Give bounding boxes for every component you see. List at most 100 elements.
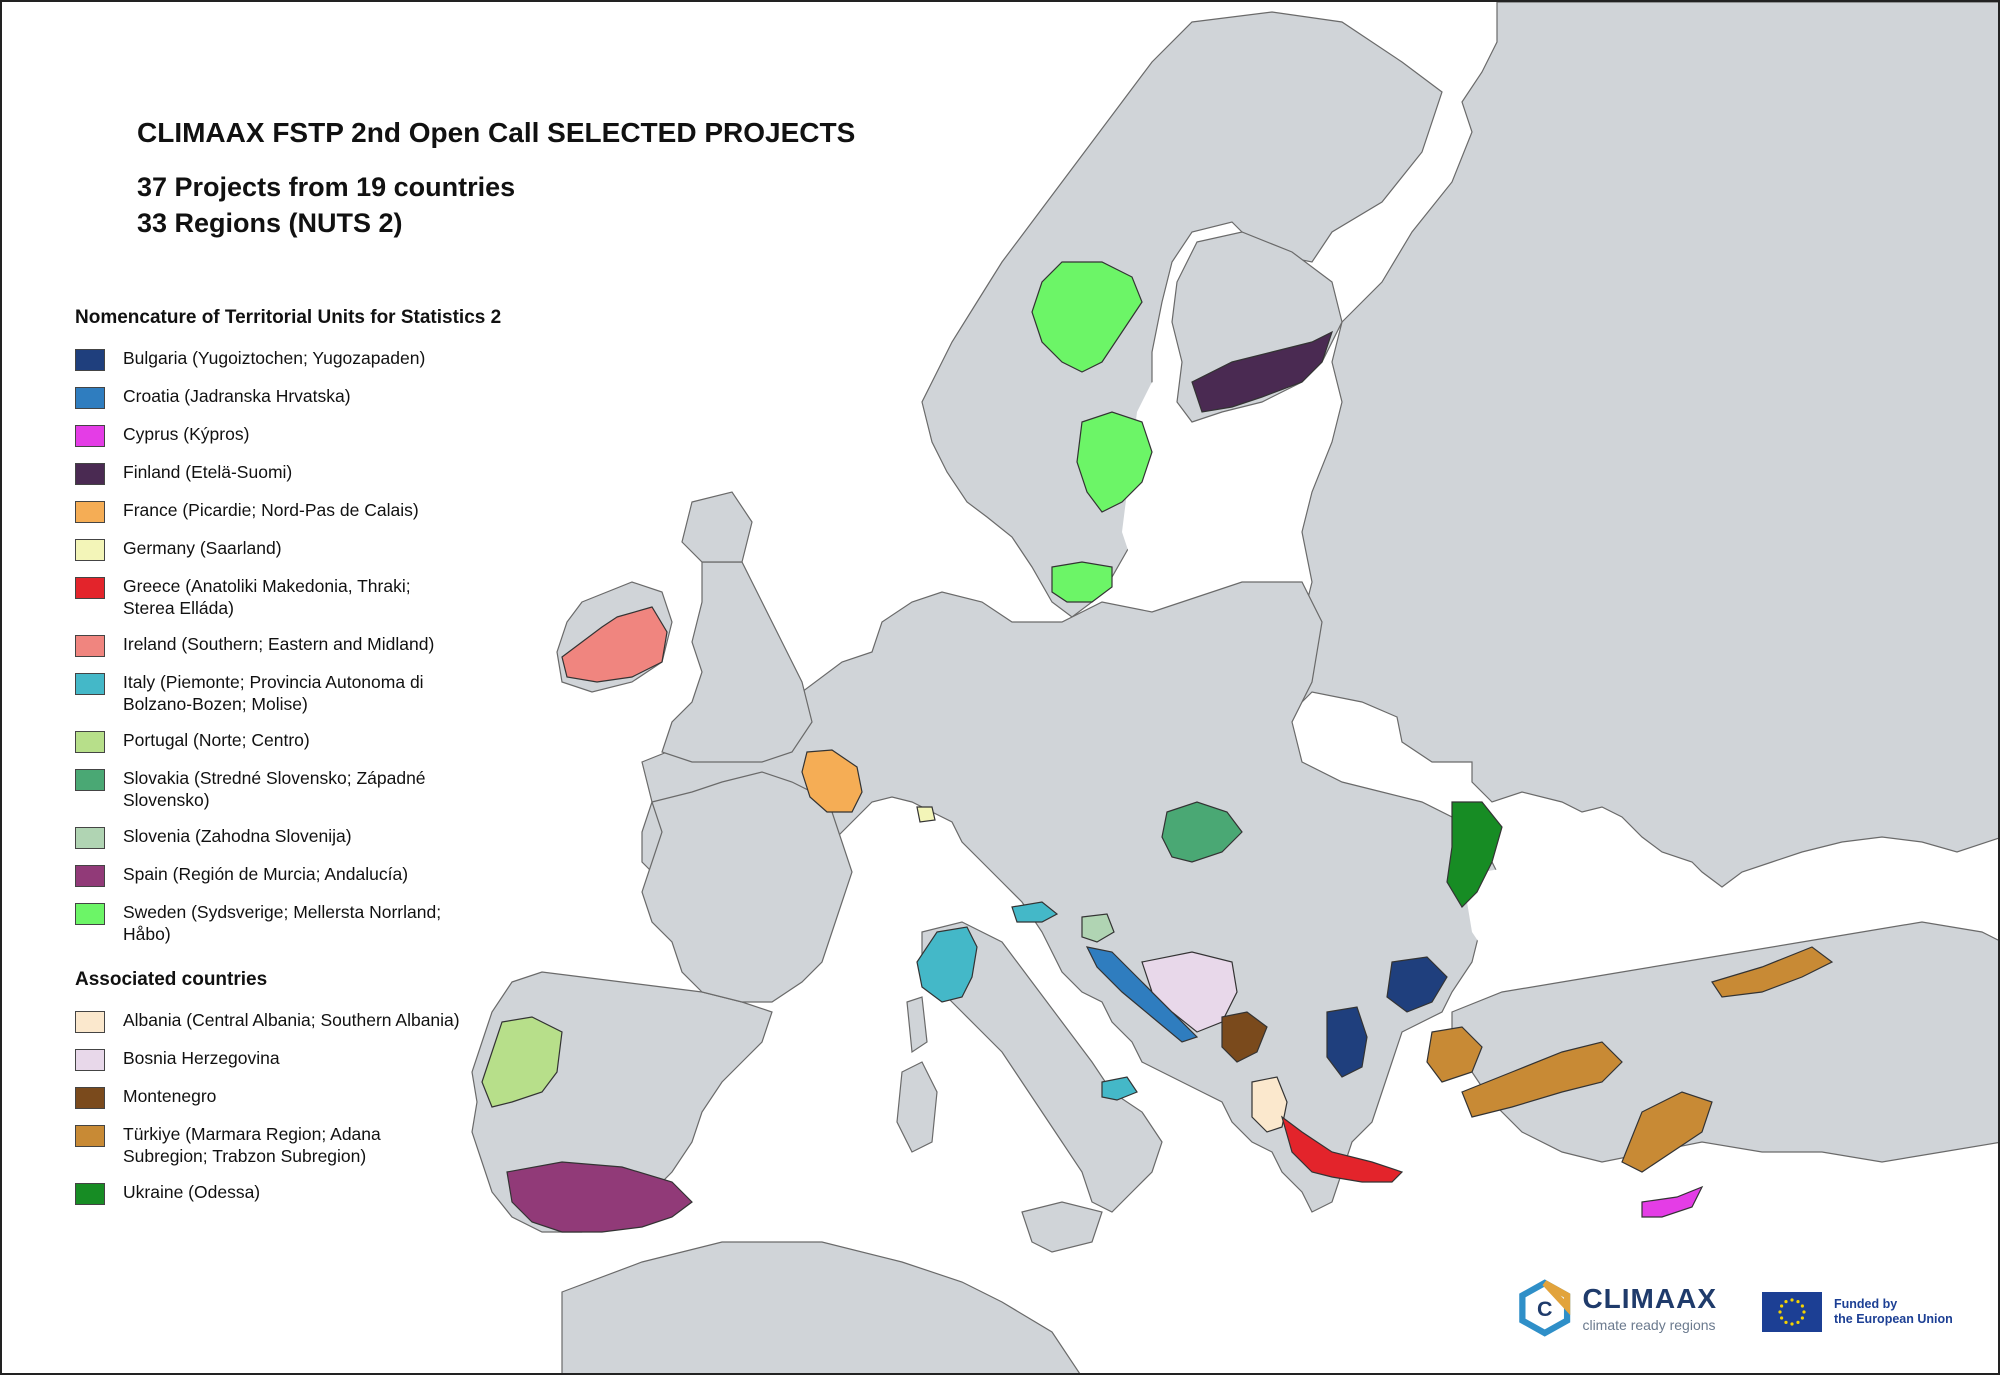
france-landmass (641, 771, 853, 1003)
eu-star (1800, 1304, 1804, 1308)
svg-text:C: C (1537, 1297, 1553, 1321)
region-turkiye-trabzon (1711, 946, 1834, 998)
legend-nuts-swatch (75, 903, 105, 925)
legend-associated-item: Bosnia Herzegovina (75, 1047, 595, 1071)
scotland-landmass (681, 491, 753, 563)
north-africa-landmass (561, 1241, 1081, 1373)
region-greece (1280, 1115, 1404, 1183)
legend-associated-label: Albania (Central Albania; Southern Alban… (123, 1010, 460, 1030)
region-sweden-north (1031, 261, 1143, 373)
legend-associated-label: Ukraine (Odessa) (123, 1182, 261, 1202)
legend-nuts-item: France (Picardie; Nord-Pas de Calais) (75, 499, 595, 523)
region-ireland (561, 606, 668, 683)
eu-star (1796, 1320, 1800, 1324)
legend-nuts-item: Greece (Anatoliki Makedonia, Thraki; Ste… (75, 575, 595, 619)
eu-star (1800, 1316, 1804, 1320)
legend-nuts-label: Bulgaria (Yugoiztochen; Yugozapaden) (123, 348, 426, 368)
eu-star (1802, 1310, 1806, 1314)
region-spain-andalucia (506, 1161, 693, 1233)
legend-nuts-item: Croatia (Jadranska Hrvatska) (75, 385, 595, 409)
eu-text-line1: Funded by (1834, 1297, 1898, 1311)
turkey-landmass (1451, 921, 1998, 1163)
legend-nuts-label: France (Picardie; Nord-Pas de Calais) (123, 500, 419, 520)
region-sweden-south (1051, 561, 1113, 603)
map-title: CLIMAAX FSTP 2nd Open Call SELECTED PROJ… (137, 117, 856, 148)
eu-star (1780, 1304, 1784, 1308)
subtitle-projects: 37 Projects from 19 countries (137, 172, 516, 202)
climaax-hexagon-icon: C (1519, 1279, 1571, 1337)
region-turkiye-central (1461, 1041, 1623, 1118)
legend: Nomencature of Territorial Units for Sta… (75, 307, 595, 1219)
legend-nuts-label: Italy (Piemonte; Provincia Autonoma di B… (123, 672, 424, 714)
region-germany (916, 806, 936, 823)
region-italy-molise (1101, 1076, 1138, 1101)
legend-nuts-item: Italy (Piemonte; Provincia Autonoma di B… (75, 671, 595, 715)
legend-associated-swatch (75, 1183, 105, 1205)
legend-nuts-item: Bulgaria (Yugoiztochen; Yugozapaden) (75, 347, 595, 371)
legend-nuts-swatch (75, 577, 105, 599)
legend-nuts-item: Slovenia (Zahodna Slovenija) (75, 825, 595, 849)
legend-associated-list: Albania (Central Albania; Southern Alban… (75, 1009, 595, 1205)
legend-associated-label: Montenegro (123, 1086, 217, 1106)
eu-star (1790, 1298, 1794, 1302)
legend-nuts-swatch (75, 865, 105, 887)
legend-nuts-item: Germany (Saarland) (75, 537, 595, 561)
legend-heading-associated: Associated countries (75, 969, 268, 990)
legend-nuts-swatch (75, 349, 105, 371)
sicily-landmass (1021, 1201, 1103, 1253)
legend-nuts-item: Sweden (Sydsverige; Mellersta Norrland; … (75, 901, 595, 945)
legend-associated-swatch (75, 1011, 105, 1033)
eu-funding-logo: Funded by the European Union (1762, 1292, 1953, 1332)
legend-nuts-label: Sweden (Sydsverige; Mellersta Norrland; … (123, 902, 442, 944)
eu-star (1790, 1322, 1794, 1326)
region-sweden-mid (1076, 411, 1153, 513)
region-italy-north (916, 926, 978, 1003)
region-italy-bolzano (1011, 901, 1059, 923)
legend-nuts-swatch (75, 635, 105, 657)
region-slovakia (1161, 801, 1243, 863)
legend-associated-item: Albania (Central Albania; Southern Alban… (75, 1009, 595, 1033)
legend-nuts-label: Cyprus (Kýpros) (123, 424, 250, 444)
italy-landmass (921, 921, 1163, 1213)
legend-associated-label: Türkiye (Marmara Region; Adana Subregion… (123, 1124, 381, 1166)
legend-nuts-item: Cyprus (Kýpros) (75, 423, 595, 447)
legend-nuts-item: Portugal (Norte; Centro) (75, 729, 595, 753)
region-turkiye-adana (1621, 1091, 1713, 1173)
eu-star (1780, 1316, 1784, 1320)
legend-nuts-swatch (75, 731, 105, 753)
legend-associated-item: Türkiye (Marmara Region; Adana Subregion… (75, 1123, 595, 1167)
legend-nuts-label: Finland (Etelä-Suomi) (123, 462, 293, 482)
eu-star (1784, 1320, 1788, 1324)
region-montenegro (1221, 1011, 1268, 1063)
legend-nuts-item: Spain (Región de Murcia; Andalucía) (75, 863, 595, 887)
legend-associated-item: Montenegro (75, 1085, 595, 1109)
region-portugal (481, 1016, 563, 1108)
eu-star (1778, 1310, 1782, 1314)
climaax-tagline: climate ready regions (1582, 1317, 1716, 1333)
russia-landmass (1241, 2, 1998, 888)
legend-nuts-item: Ireland (Southern; Eastern and Midland) (75, 633, 595, 657)
legend-nuts-label: Portugal (Norte; Centro) (123, 730, 310, 750)
climaax-logo: C CLIMAAX climate ready regions (1517, 1274, 1717, 1342)
legend-nuts-list: Bulgaria (Yugoiztochen; Yugozapaden) Croa… (75, 347, 595, 945)
legend-nuts-swatch (75, 769, 105, 791)
region-albania (1251, 1076, 1288, 1133)
eu-star (1796, 1300, 1800, 1304)
legend-nuts-label: Greece (Anatoliki Makedonia, Thraki; Ste… (123, 576, 411, 618)
legend-nuts-label: Spain (Región de Murcia; Andalucía) (123, 864, 409, 884)
legend-associated-item: Ukraine (Odessa) (75, 1181, 595, 1205)
region-bulgaria-east (1386, 956, 1448, 1013)
legend-nuts-swatch (75, 463, 105, 485)
britain-landmass (661, 561, 813, 763)
legend-nuts-label: Slovakia (Stredné Slovensko; Západné Slo… (123, 768, 426, 810)
sardinia-landmass (896, 1061, 938, 1153)
legend-nuts-label: Germany (Saarland) (123, 538, 282, 558)
legend-nuts-swatch (75, 539, 105, 561)
legend-associated-swatch (75, 1049, 105, 1071)
region-ukraine-odessa (1446, 801, 1503, 908)
legend-nuts-swatch (75, 387, 105, 409)
region-bulgaria-west (1326, 1006, 1368, 1078)
legend-nuts-swatch (75, 425, 105, 447)
region-slovenia (1081, 913, 1115, 943)
